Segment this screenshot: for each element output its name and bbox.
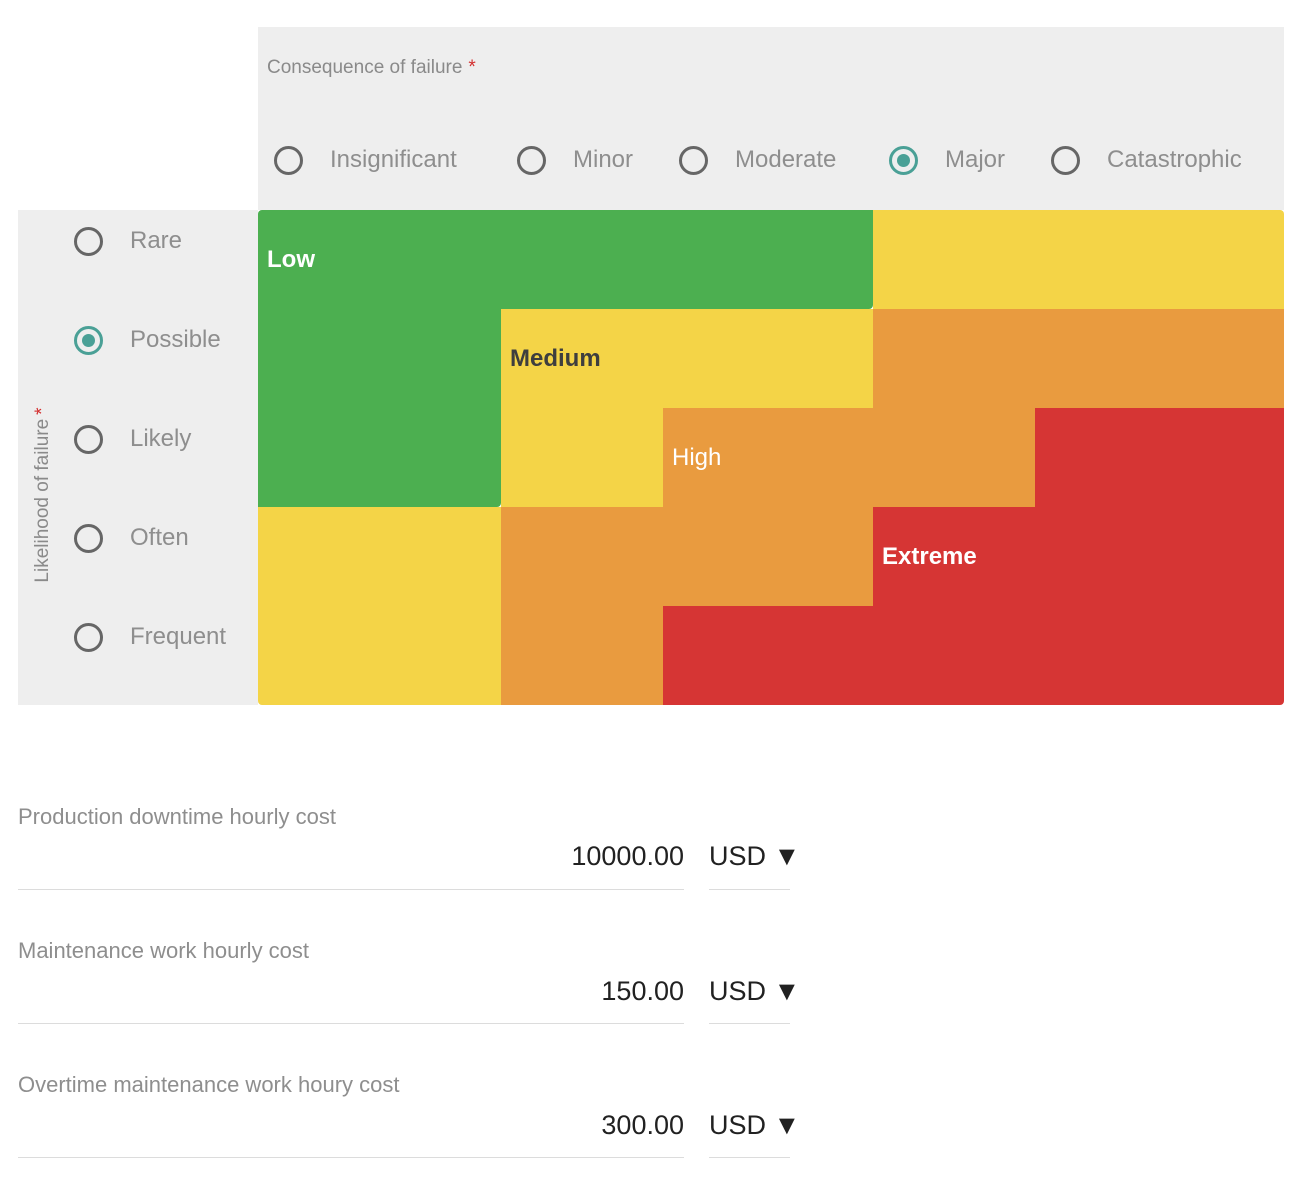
zone-label-high: High (672, 444, 722, 471)
radio-consequence-major[interactable] (889, 146, 918, 175)
radio-likelihood-rare[interactable] (74, 227, 103, 256)
zone-label-extreme: Extreme (882, 543, 977, 570)
matrix-cell (1035, 210, 1284, 309)
downtime-currency-underline (709, 889, 790, 890)
maintenance-cost-underline (18, 1023, 684, 1024)
maintenance-currency-underline (709, 1023, 790, 1024)
matrix-cell (501, 507, 663, 606)
radio-likelihood-possible[interactable] (74, 326, 103, 355)
matrix-cell (873, 507, 1035, 606)
matrix-cell (258, 210, 501, 309)
overtime-cost-underline (18, 1157, 684, 1158)
overtime-cost-label: Overtime maintenance work houry cost (18, 1072, 400, 1097)
likelihood-header (18, 210, 258, 705)
overtime-currency-select[interactable]: USD ▼ (709, 1110, 801, 1140)
downtime-cost-underline (18, 889, 684, 890)
radio-consequence-insignificant[interactable] (274, 146, 303, 175)
likelihood-option-rare[interactable]: Rare (130, 227, 183, 254)
overtime-currency-underline (709, 1157, 790, 1158)
zone-label-low: Low (267, 246, 315, 273)
matrix-cell (873, 408, 1035, 507)
likelihood-option-often[interactable]: Often (130, 524, 189, 551)
matrix-cell (663, 507, 873, 606)
matrix-cell (258, 507, 501, 606)
matrix-cell (873, 210, 1035, 309)
zone-label-medium: Medium (510, 345, 601, 372)
matrix-cell (501, 210, 663, 309)
radio-consequence-moderate[interactable] (679, 146, 708, 175)
downtime-currency-select[interactable]: USD ▼ (709, 841, 801, 871)
matrix-cell (501, 408, 663, 507)
matrix-cell (501, 309, 663, 408)
radio-likelihood-likely[interactable] (74, 425, 103, 454)
maintenance-cost-label: Maintenance work hourly cost (18, 938, 310, 963)
consequence-option-major[interactable]: Major (945, 146, 1006, 173)
matrix-cell (873, 606, 1035, 705)
consequence-option-insignificant[interactable]: Insignificant (330, 146, 457, 173)
likelihood-option-possible[interactable]: Possible (130, 326, 221, 353)
matrix-cell (1035, 309, 1284, 408)
matrix-cell (663, 309, 873, 408)
matrix-cell (258, 408, 501, 507)
matrix-cell (873, 309, 1035, 408)
maintenance-currency-select[interactable]: USD ▼ (709, 976, 801, 1006)
consequence-option-catastrophic[interactable]: Catastrophic (1107, 146, 1242, 173)
consequence-option-moderate[interactable]: Moderate (735, 146, 837, 173)
consequence-option-minor[interactable]: Minor (573, 146, 634, 173)
likelihood-option-likely[interactable]: Likely (130, 425, 192, 452)
radio-consequence-minor[interactable] (517, 146, 546, 175)
matrix-cell (1035, 606, 1284, 705)
required-asterisk: * (32, 407, 53, 415)
matrix-cell (258, 606, 501, 705)
overtime-cost-input[interactable]: 300.00 (601, 1110, 684, 1140)
likelihood-option-frequent[interactable]: Frequent (130, 623, 227, 650)
matrix-cell (258, 309, 501, 408)
downtime-cost-input[interactable]: 10000.00 (571, 841, 684, 871)
matrix-cell (663, 210, 873, 309)
matrix-cell (1035, 507, 1284, 606)
matrix-cell (663, 408, 873, 507)
consequence-header (258, 27, 1284, 210)
required-asterisk: * (468, 57, 476, 78)
radio-consequence-catastrophic[interactable] (1051, 146, 1080, 175)
matrix-cell (663, 606, 873, 705)
likelihood-label: Likelihood of failure* (32, 407, 53, 583)
matrix-cell (501, 606, 663, 705)
radio-likelihood-frequent[interactable] (74, 623, 103, 652)
matrix-cell (1035, 408, 1284, 507)
radio-likelihood-often[interactable] (74, 524, 103, 553)
downtime-cost-label: Production downtime hourly cost (18, 804, 336, 829)
maintenance-cost-input[interactable]: 150.00 (601, 976, 684, 1006)
consequence-label: Consequence of failure * (267, 57, 476, 78)
